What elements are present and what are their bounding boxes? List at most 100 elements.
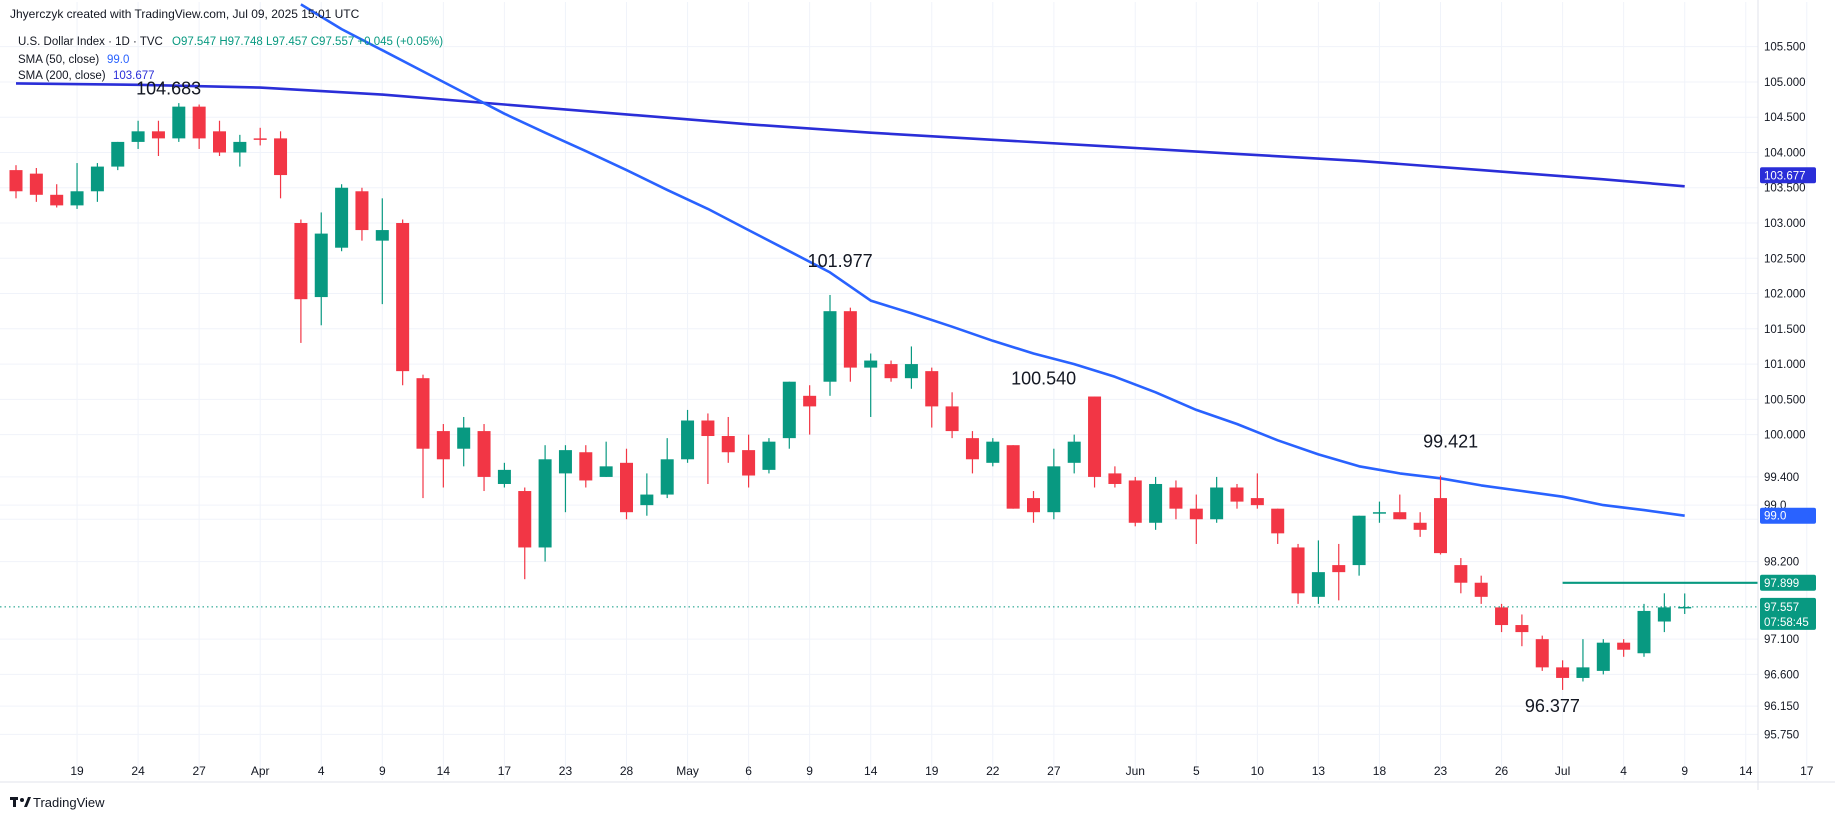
candle[interactable] — [1393, 494, 1407, 520]
candle[interactable] — [1495, 603, 1509, 633]
candle[interactable] — [192, 104, 206, 149]
candle[interactable] — [1311, 540, 1325, 604]
sma50-line[interactable] — [300, 3, 1685, 517]
candle[interactable] — [1332, 543, 1346, 601]
candle-body — [742, 450, 756, 476]
candle[interactable] — [904, 346, 918, 389]
candle[interactable] — [558, 445, 572, 513]
candle[interactable] — [1352, 515, 1366, 576]
candle[interactable] — [803, 385, 817, 435]
candle[interactable] — [1535, 635, 1549, 671]
candle[interactable] — [1617, 639, 1631, 657]
candle[interactable] — [986, 438, 1000, 467]
sma200-line[interactable] — [15, 82, 1685, 188]
candle[interactable] — [1413, 512, 1427, 537]
candle[interactable] — [274, 131, 288, 199]
price-badge: 97.899 — [1760, 574, 1816, 591]
candle[interactable] — [50, 184, 64, 208]
candle[interactable] — [457, 416, 471, 467]
candle[interactable] — [1047, 448, 1061, 520]
candle[interactable] — [1149, 476, 1163, 530]
candle[interactable] — [477, 424, 491, 492]
legend-ohlc: O97.547 H97.748 L97.457 C97.557 +0.045 (… — [172, 36, 443, 48]
candle[interactable] — [1088, 396, 1102, 488]
candle[interactable] — [843, 307, 857, 382]
candle[interactable] — [965, 431, 979, 474]
x-tick-label: May — [676, 764, 699, 778]
candle[interactable] — [1067, 434, 1081, 474]
candle[interactable] — [925, 367, 939, 428]
candle[interactable] — [436, 424, 450, 488]
candle[interactable] — [782, 381, 796, 449]
candle[interactable] — [1657, 593, 1671, 633]
candle[interactable] — [70, 163, 84, 209]
candle[interactable] — [1434, 475, 1447, 555]
candle[interactable] — [1189, 494, 1203, 544]
candle[interactable] — [864, 353, 878, 417]
candle[interactable] — [884, 360, 898, 382]
candle[interactable] — [253, 127, 267, 146]
candle-body — [1434, 498, 1447, 554]
candle[interactable] — [1474, 575, 1488, 604]
legend-sma200-label[interactable]: SMA (200, close) — [18, 70, 106, 82]
candle[interactable] — [1027, 491, 1040, 523]
candle[interactable] — [1678, 593, 1692, 614]
candle[interactable] — [1637, 603, 1651, 657]
legend-sma50-label[interactable]: SMA (50, close) — [18, 54, 99, 66]
candle[interactable] — [1576, 639, 1590, 682]
candle[interactable] — [599, 441, 613, 477]
candle[interactable] — [945, 392, 959, 439]
candle[interactable] — [1291, 543, 1305, 604]
candle[interactable] — [213, 120, 226, 157]
candle[interactable] — [620, 448, 633, 520]
candle[interactable] — [1210, 476, 1224, 523]
candle[interactable] — [294, 219, 308, 343]
candle[interactable] — [233, 134, 247, 167]
candle[interactable] — [579, 445, 593, 488]
candle[interactable] — [762, 438, 776, 474]
candle[interactable] — [823, 294, 837, 396]
legend-symbol[interactable]: U.S. Dollar Index · 1D · TVC — [18, 36, 163, 48]
candle[interactable] — [1556, 660, 1570, 690]
candle[interactable] — [355, 187, 369, 241]
candle[interactable] — [1169, 480, 1183, 520]
tradingview-logo[interactable]: TradingView — [10, 795, 105, 810]
candle[interactable] — [701, 413, 715, 484]
price-axis[interactable]: 95.75096.15096.60097.10098.20098.80099.0… — [1757, 0, 1816, 790]
candle[interactable] — [721, 416, 735, 463]
candle[interactable] — [681, 409, 695, 463]
candle[interactable] — [1372, 501, 1386, 523]
candle[interactable] — [1596, 639, 1610, 675]
candle[interactable] — [538, 445, 552, 562]
candle[interactable] — [131, 120, 145, 149]
candle[interactable] — [1454, 558, 1468, 594]
candle[interactable] — [314, 212, 328, 326]
candle[interactable] — [640, 473, 654, 516]
candle[interactable] — [1515, 614, 1529, 647]
candle[interactable] — [497, 462, 511, 488]
candle[interactable] — [375, 198, 389, 305]
candle[interactable] — [9, 165, 23, 199]
time-axis[interactable]: 19 24 27 Apr 4 9 14 17 23 28 May 6 9 14 19 22 27 Jun 5 10 13… — [0, 764, 1835, 783]
candle[interactable] — [396, 219, 410, 386]
candle[interactable] — [1250, 473, 1264, 509]
candle[interactable] — [1271, 508, 1285, 544]
candle[interactable] — [335, 184, 349, 252]
candle[interactable] — [1006, 445, 1020, 509]
candle[interactable] — [172, 103, 186, 142]
candle[interactable] — [518, 487, 532, 580]
candle[interactable] — [660, 438, 674, 499]
candle[interactable] — [111, 141, 125, 171]
candle[interactable] — [151, 120, 165, 157]
candle[interactable] — [1230, 483, 1244, 509]
candle[interactable] — [416, 374, 430, 499]
candle[interactable] — [90, 163, 104, 202]
candle[interactable] — [742, 434, 756, 488]
candle[interactable] — [29, 168, 43, 202]
price-badge-bg — [1760, 574, 1816, 591]
candle-body — [1128, 480, 1142, 523]
candle[interactable] — [1128, 476, 1142, 527]
candle[interactable] — [1108, 466, 1122, 488]
